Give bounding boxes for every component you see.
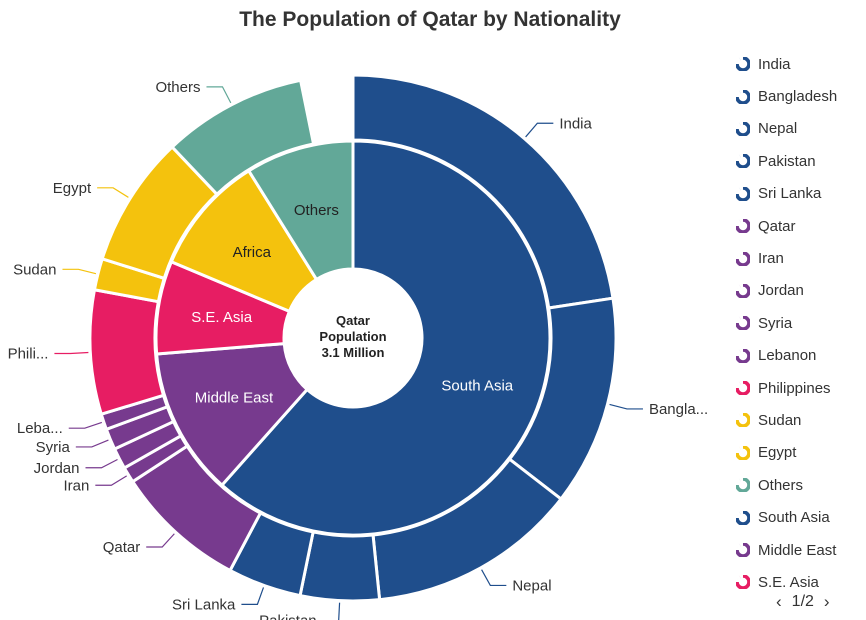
- legend-label: Qatar: [758, 217, 796, 235]
- legend-ring-icon: [736, 57, 750, 72]
- legend-item[interactable]: Middle East: [736, 534, 864, 566]
- legend-label: S.E. Asia: [758, 573, 819, 591]
- outer-label-sri-lanka: Sri Lanka: [172, 596, 236, 613]
- legend-item[interactable]: Pakistan: [736, 145, 864, 177]
- legend-label: Iran: [758, 250, 784, 268]
- outer-slice-philippines[interactable]: [88, 288, 166, 417]
- outer-label-jordan: Jordan: [34, 460, 80, 477]
- center-hole: [285, 270, 421, 406]
- legend-item[interactable]: Others: [736, 469, 864, 501]
- legend-label: Philippines: [758, 379, 831, 397]
- leader-line-sri-lanka: [241, 587, 265, 605]
- leader-line-india: [525, 122, 554, 138]
- legend-ring-icon: [736, 478, 750, 493]
- legend-label: Bangladesh: [758, 88, 838, 106]
- legend-ring-icon: [736, 381, 750, 396]
- legend-ring-icon: [736, 89, 750, 104]
- legend-ring-icon: [736, 348, 750, 363]
- legend-label: Middle East: [758, 541, 837, 559]
- inner-label-others: Others: [294, 202, 339, 219]
- leader-line-others: [206, 86, 232, 104]
- legend-item[interactable]: Lebanon: [736, 340, 864, 372]
- legend-ring-icon: [736, 413, 750, 428]
- legend-item[interactable]: Sri Lanka: [736, 178, 864, 210]
- legend-label: India: [758, 55, 791, 73]
- legend-item[interactable]: South Asia: [736, 501, 864, 533]
- outer-label-others: Others: [155, 79, 200, 96]
- legend-item[interactable]: Egypt: [736, 437, 864, 469]
- legend-ring-icon: [736, 283, 750, 298]
- pager-prev-icon[interactable]: ‹: [776, 592, 782, 611]
- inner-label-south-asia: South Asia: [441, 377, 513, 394]
- legend-item[interactable]: India: [736, 48, 864, 80]
- legend-item[interactable]: S.E. Asia: [736, 566, 864, 598]
- legend-item[interactable]: Syria: [736, 307, 864, 339]
- leader-line-egypt: [97, 187, 129, 198]
- legend-item[interactable]: Jordan: [736, 275, 864, 307]
- legend-label: Egypt: [758, 444, 797, 462]
- legend-pager: ‹ 1/2 ›: [772, 592, 834, 612]
- outer-label-lebanon: Leba...: [17, 420, 63, 437]
- outer-label-qatar: Qatar: [103, 539, 141, 556]
- legend-item[interactable]: Sudan: [736, 404, 864, 436]
- legend-item[interactable]: Philippines: [736, 372, 864, 404]
- center-label-line: 3.1 Million: [322, 345, 385, 360]
- inner-label-middle-east: Middle East: [195, 389, 274, 406]
- leader-line-iran: [95, 475, 128, 486]
- legend-item[interactable]: Nepal: [736, 113, 864, 145]
- outer-label-sudan: Sudan: [13, 261, 56, 278]
- legend-label: South Asia: [758, 509, 830, 527]
- legend-label: Lebanon: [758, 347, 817, 365]
- inner-label-africa: Africa: [233, 244, 272, 261]
- legend-ring-icon: [736, 543, 750, 558]
- outer-label-bangladesh: Bangla...: [649, 401, 708, 418]
- legend-ring-icon: [736, 251, 750, 266]
- legend-label: Syria: [758, 314, 793, 332]
- legend-ring-icon: [736, 219, 750, 234]
- leader-line-lebanon: [68, 421, 103, 429]
- legend-ring-icon: [736, 154, 750, 169]
- legend-label: Sudan: [758, 411, 802, 429]
- legend-ring-icon: [736, 186, 750, 201]
- pager-next-icon[interactable]: ›: [823, 592, 830, 611]
- leader-line-jordan: [85, 458, 118, 469]
- center-label-line: Qatar: [336, 313, 370, 328]
- sunburst-chart: South Asia Middle East S.E. Asia Africa Othe…: [8, 73, 708, 620]
- pager-text: 1/2: [791, 593, 814, 610]
- legend-ring-icon: [736, 575, 750, 590]
- outer-label-nepal: Nepal: [512, 577, 551, 594]
- legend-item[interactable]: Iran: [736, 242, 864, 274]
- outer-label-philippines: Phili...: [8, 345, 49, 362]
- outer-label-iran: Iran: [63, 477, 89, 494]
- chart-title: The Population of Qatar by Nationality: [239, 8, 621, 31]
- outer-slice-others[interactable]: [170, 78, 316, 197]
- legend-label: Sri Lanka: [758, 185, 822, 203]
- legend-ring-icon: [736, 121, 750, 136]
- leader-line-bangladesh: [609, 403, 643, 410]
- legend-label: Pakistan: [758, 152, 816, 170]
- leader-line-syria: [75, 439, 109, 448]
- legend: India Bangladesh Nepal Pakistan Sri Lanka Qat…: [736, 48, 864, 599]
- outer-label-egypt: Egypt: [53, 180, 92, 197]
- inner-label-s-e-asia: S.E. Asia: [191, 309, 253, 326]
- outer-label-india: India: [559, 115, 592, 132]
- leader-line-nepal: [481, 569, 507, 587]
- legend-label: Nepal: [758, 120, 798, 138]
- legend-label: Jordan: [758, 282, 804, 300]
- leader-line-sudan: [62, 268, 97, 275]
- center-label-line: Population: [319, 329, 386, 344]
- leader-line-philippines: [54, 351, 89, 355]
- legend-item[interactable]: Qatar: [736, 210, 864, 242]
- legend-item[interactable]: Bangladesh: [736, 80, 864, 112]
- legend-ring-icon: [736, 445, 750, 460]
- legend-ring-icon: [736, 316, 750, 331]
- legend-ring-icon: [736, 510, 750, 525]
- legend-label: Others: [758, 476, 804, 494]
- leader-line-qatar: [146, 533, 175, 548]
- outer-label-syria: Syria: [36, 439, 71, 456]
- outer-label-pakistan: Pakistan: [259, 613, 317, 620]
- leader-line-pakistan: [338, 602, 341, 620]
